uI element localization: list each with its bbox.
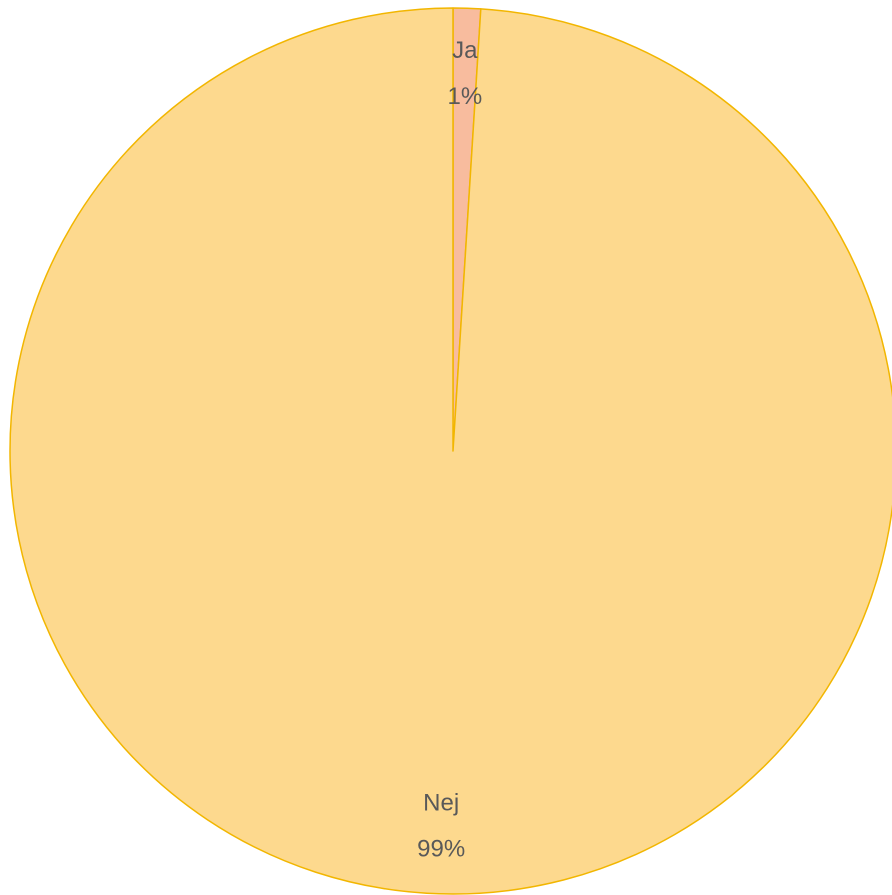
slice-category-label: Ja xyxy=(452,37,478,64)
pie-slice xyxy=(9,7,892,895)
slice-value-label: 1% xyxy=(447,83,482,110)
slice-category-label: Nej xyxy=(423,790,459,817)
slice-value-label: 99% xyxy=(417,836,465,863)
